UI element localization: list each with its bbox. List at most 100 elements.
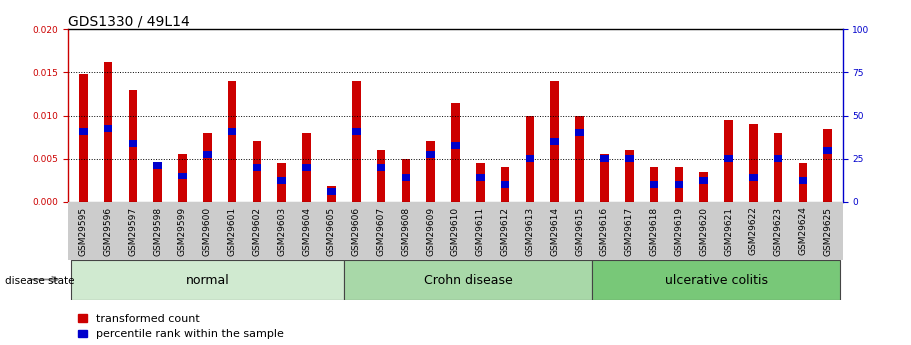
Bar [724,155,732,162]
Bar [252,164,261,171]
Bar [625,150,633,202]
Bar [402,159,410,202]
Text: GSM29614: GSM29614 [550,207,559,256]
Bar [153,167,162,202]
Bar [773,155,783,162]
Text: GSM29620: GSM29620 [699,207,708,256]
Bar [575,116,584,202]
Text: GSM29621: GSM29621 [724,207,733,256]
Text: GSM29617: GSM29617 [625,207,634,256]
Bar [228,128,237,135]
Bar [824,128,832,202]
Bar [600,155,609,162]
Bar [426,151,435,158]
Text: GSM29613: GSM29613 [526,207,535,256]
Bar [302,164,311,171]
Bar [79,74,87,202]
Text: GSM29624: GSM29624 [798,207,807,255]
Bar [550,138,559,145]
Text: disease state: disease state [5,276,74,286]
Text: GSM29608: GSM29608 [402,207,410,256]
FancyBboxPatch shape [592,260,840,300]
Bar [352,81,361,202]
Text: Crohn disease: Crohn disease [424,274,512,287]
Bar [476,163,485,202]
Text: GSM29619: GSM29619 [674,207,683,256]
Text: GSM29618: GSM29618 [650,207,659,256]
Bar [625,155,633,162]
Bar [749,174,758,181]
Bar [179,155,187,202]
Bar [451,103,460,202]
Bar [278,163,286,202]
Bar [600,155,609,202]
Legend: transformed count, percentile rank within the sample: transformed count, percentile rank withi… [78,314,284,339]
Text: GSM29610: GSM29610 [451,207,460,256]
Bar [377,164,385,171]
Bar [501,167,509,202]
Text: GSM29611: GSM29611 [476,207,485,256]
Text: GSM29596: GSM29596 [104,207,113,256]
Text: ulcerative colitis: ulcerative colitis [665,274,768,287]
Text: GSM29606: GSM29606 [352,207,361,256]
Text: GSM29623: GSM29623 [773,207,783,256]
Bar [104,125,112,132]
Text: GSM29602: GSM29602 [252,207,261,256]
Bar [302,133,311,202]
Bar [451,142,460,149]
Bar [700,172,708,202]
Text: GSM29615: GSM29615 [575,207,584,256]
Bar [228,81,237,202]
Bar [650,167,659,202]
Bar [476,174,485,181]
Bar [278,177,286,184]
Bar [128,140,138,147]
Text: GSM29604: GSM29604 [302,207,311,256]
Bar [327,188,336,195]
Text: GSM29616: GSM29616 [600,207,609,256]
Text: normal: normal [186,274,230,287]
Bar [674,167,683,202]
Bar [674,181,683,188]
Bar [153,162,162,169]
Text: GSM29601: GSM29601 [228,207,237,256]
Bar [700,177,708,184]
Text: GSM29599: GSM29599 [178,207,187,256]
Bar [426,141,435,202]
Bar [650,181,659,188]
Bar [550,81,559,202]
Bar [526,155,534,162]
Bar [799,177,807,184]
Text: GSM29622: GSM29622 [749,207,758,255]
Bar [575,129,584,136]
Bar [203,133,211,202]
Bar [402,174,410,181]
Text: GSM29603: GSM29603 [277,207,286,256]
Bar [79,128,87,135]
Text: GSM29605: GSM29605 [327,207,336,256]
Text: GSM29597: GSM29597 [128,207,138,256]
Text: GSM29609: GSM29609 [426,207,435,256]
Text: GDS1330 / 49L14: GDS1330 / 49L14 [68,14,190,28]
Bar [724,120,732,202]
Bar [501,181,509,188]
Bar [352,128,361,135]
Text: GSM29598: GSM29598 [153,207,162,256]
Text: GSM29625: GSM29625 [824,207,833,256]
Text: GSM29612: GSM29612 [501,207,509,256]
Bar [749,124,758,202]
Bar [252,141,261,202]
Bar [799,163,807,202]
Text: GSM29595: GSM29595 [78,207,87,256]
Bar [773,133,783,202]
Bar [526,116,534,202]
Bar [203,151,211,158]
Bar [327,186,336,202]
FancyBboxPatch shape [71,260,343,300]
Bar [824,147,832,154]
Text: GSM29600: GSM29600 [203,207,212,256]
Bar [104,62,112,202]
Bar [128,90,138,202]
Text: GSM29607: GSM29607 [376,207,385,256]
FancyBboxPatch shape [343,260,592,300]
